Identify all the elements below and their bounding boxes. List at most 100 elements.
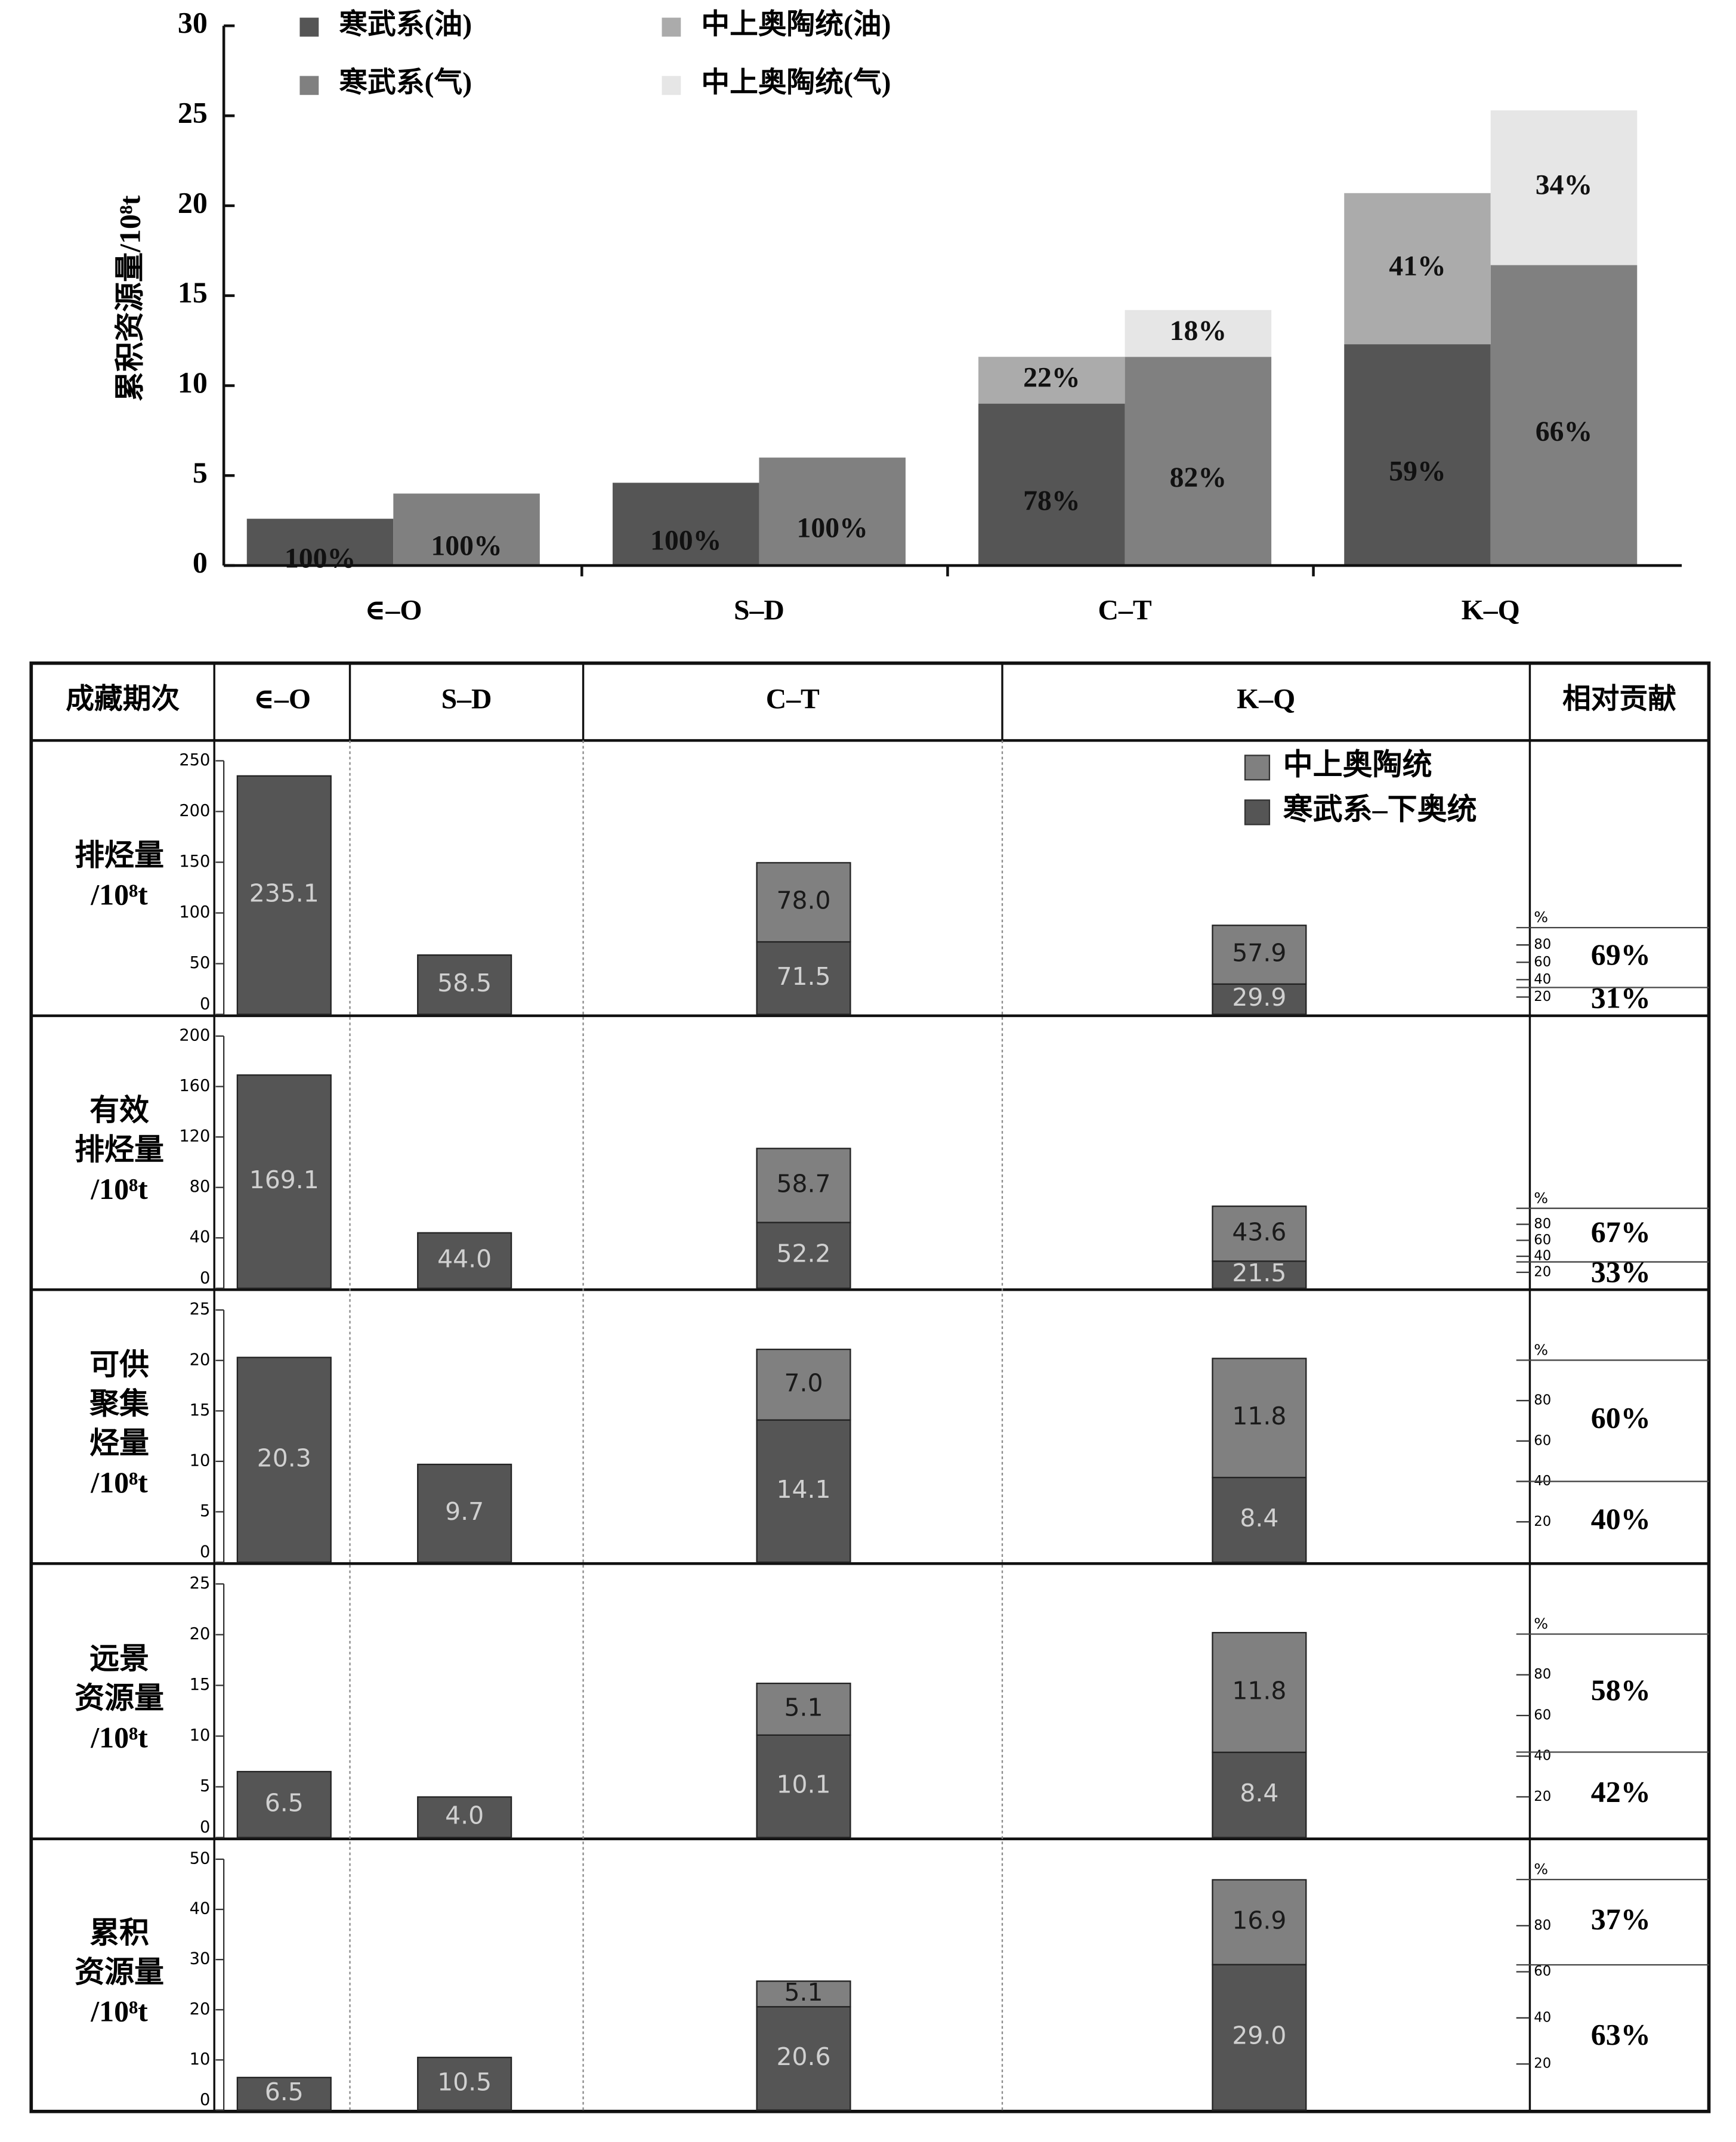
- row-label: 资源量: [75, 1682, 164, 1715]
- share-label: 100%: [797, 512, 868, 543]
- bar-segment: [756, 1419, 851, 1563]
- bar-segment: [417, 954, 512, 1015]
- bar-segment: [1212, 983, 1307, 1015]
- y-tick-label: 0: [200, 995, 210, 1013]
- pct-unit: %: [1534, 1860, 1548, 1878]
- pct-tick-label: 20: [1534, 989, 1551, 1004]
- row-label: /10⁸t: [90, 1466, 148, 1499]
- pct-tick-label: 80: [1534, 937, 1551, 953]
- y-axis-label: 累积资源量/10⁸t: [113, 195, 146, 401]
- pct-tick-label: 60: [1534, 1964, 1551, 1979]
- pct-unit: %: [1534, 1341, 1548, 1358]
- value-label: 11.8: [1232, 1676, 1286, 1705]
- share-label: 78%: [1023, 485, 1080, 517]
- value-label: 21.5: [1232, 1259, 1286, 1287]
- value-label: 58.7: [776, 1169, 830, 1198]
- y-tick-label: 160: [179, 1077, 210, 1095]
- y-tick-label: 30: [190, 1950, 211, 1968]
- share-label: 22%: [1023, 361, 1080, 393]
- pct-tick-label: 20: [1534, 2056, 1551, 2072]
- y-tick-label: 10: [190, 1726, 211, 1745]
- bar-segment: [1125, 357, 1272, 566]
- bar-segment: [1125, 310, 1272, 357]
- pct-unit: %: [1534, 908, 1548, 926]
- bar-segment: [393, 493, 540, 566]
- bar-segment: [417, 2057, 512, 2111]
- row-label: /10⁸t: [90, 1720, 148, 1754]
- legend-label: 寒武系–下奥统: [1283, 792, 1477, 826]
- bar-segment: [1212, 1206, 1307, 1262]
- row-label: 聚集: [89, 1387, 149, 1420]
- value-label: 44.0: [437, 1244, 492, 1273]
- table-frame: [29, 661, 1711, 2113]
- share-label: 100%: [285, 543, 356, 574]
- share-label: 100%: [431, 530, 502, 562]
- share-label: 41%: [1389, 250, 1445, 282]
- contribution: 67%: [1591, 1215, 1651, 1248]
- value-label: 10.1: [776, 1770, 830, 1799]
- bar-segment: [1490, 265, 1638, 566]
- y-tick-label: 5: [200, 1777, 210, 1795]
- row-label: 排烃量: [75, 1133, 164, 1166]
- bar-segment: [1212, 925, 1307, 985]
- value-label: 10.5: [437, 2067, 492, 2096]
- value-label: 71.5: [776, 962, 830, 991]
- bar-segment: [756, 1148, 851, 1223]
- y-tick-label: 0: [200, 1269, 210, 1287]
- bar-segment: [236, 2076, 332, 2111]
- y-tick-label: 15: [178, 276, 208, 309]
- share-label: 18%: [1170, 315, 1227, 347]
- contribution: 63%: [1591, 2017, 1651, 2051]
- contribution: 37%: [1591, 1902, 1651, 1936]
- value-label: 4.0: [445, 1801, 484, 1830]
- y-tick-label: 200: [179, 802, 210, 820]
- pct-tick-label: 40: [1534, 2010, 1551, 2025]
- y-tick-label: 25: [190, 1300, 211, 1319]
- y-tick-label: 0: [193, 546, 208, 579]
- bar-segment: [1212, 1358, 1307, 1479]
- bar-segment: [978, 357, 1125, 404]
- y-tick-label: 15: [190, 1401, 211, 1420]
- x-tick-label: ∈–O: [365, 595, 422, 626]
- legend-label: 寒武系(气): [339, 67, 472, 98]
- row-label: 排烃量: [75, 839, 164, 872]
- y-tick-label: 40: [190, 1228, 211, 1247]
- value-label: 29.0: [1232, 2022, 1286, 2050]
- value-label: 8.4: [1240, 1504, 1278, 1532]
- value-label: 6.5: [265, 2078, 304, 2106]
- bar-segment: [1212, 1260, 1307, 1289]
- bar-segment: [756, 1734, 851, 1838]
- bar-segment: [1490, 110, 1638, 265]
- bar-segment: [1344, 193, 1491, 345]
- value-label: 169.1: [249, 1166, 319, 1194]
- y-tick-label: 0: [200, 2091, 210, 2109]
- x-tick-label: S–D: [734, 595, 784, 626]
- value-label: 235.1: [249, 879, 319, 908]
- bar-segment: [1212, 1751, 1307, 1838]
- bar-segment: [756, 862, 851, 943]
- value-label: 29.9: [1232, 983, 1286, 1012]
- pct-unit: %: [1534, 1615, 1548, 1633]
- value-label: 16.9: [1232, 1906, 1286, 1935]
- value-label: 6.5: [265, 1788, 304, 1817]
- header-cell: 相对贡献: [1562, 684, 1676, 715]
- value-label: 8.4: [1240, 1779, 1278, 1807]
- x-tick-label: C–T: [1098, 595, 1151, 626]
- pct-tick-label: 60: [1534, 954, 1551, 970]
- y-tick-label: 200: [179, 1026, 210, 1044]
- x-tick-label: K–Q: [1462, 595, 1520, 626]
- bar-segment: [978, 403, 1125, 566]
- value-label: 58.5: [437, 969, 492, 997]
- header-cell: C–T: [766, 684, 820, 715]
- row-label: 资源量: [75, 1955, 164, 1989]
- legend-label: 中上奥陶统: [1283, 747, 1432, 781]
- pct-tick-label: 40: [1534, 972, 1551, 987]
- bar-segment: [1212, 1631, 1307, 1753]
- y-tick-label: 5: [200, 1502, 210, 1520]
- pct-tick-label: 60: [1534, 1433, 1551, 1448]
- y-tick-label: 20: [178, 186, 208, 219]
- bar-segment: [756, 1980, 851, 2008]
- value-label: 43.6: [1232, 1217, 1286, 1246]
- contribution: 40%: [1591, 1502, 1651, 1535]
